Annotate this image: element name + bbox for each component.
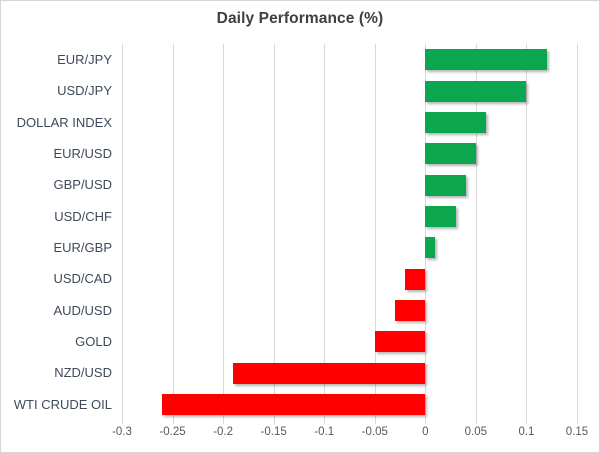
category-label: GBP/USD [53,177,112,193]
gridline [577,44,578,420]
tick-mark [475,420,477,424]
bar-gbp-usd [425,174,466,196]
plot-area [122,44,578,424]
x-tick-label: -0.1 [314,426,335,438]
tick-mark [172,420,174,424]
bar-eur-gbp [425,237,436,259]
tick-mark [223,420,225,424]
x-tick-label: -0.2 [213,426,234,438]
gridline [324,44,326,420]
category-label: AUD/USD [53,302,112,318]
gridline [526,44,528,420]
category-label: USD/JPY [57,83,112,99]
bar-usd-cad [405,268,426,290]
category-label: NZD/USD [54,365,112,381]
tick-mark [122,420,123,424]
x-tick-label: 0.05 [464,426,488,438]
x-tick-label: 0 [422,426,429,438]
gridline [374,44,376,420]
tick-mark [324,420,326,424]
x-tick-label: -0.3 [112,426,132,438]
gridline [425,44,427,420]
bar-wti-crude-oil [162,393,426,415]
category-label: EUR/USD [53,146,112,162]
bar-nzd-usd [233,362,426,384]
gridline [172,44,174,420]
category-label: WTI CRUDE OIL [13,396,112,412]
category-axis: EUR/JPY USD/JPY DOLLAR INDEX EUR/USD GBP/USD… [1,44,122,420]
category-label: USD/CAD [53,271,112,287]
gridline [122,44,123,420]
bar-aud-usd [395,299,426,321]
bar-usd-chf [425,205,456,227]
tick-mark [273,420,275,424]
x-tick-label: 0.1 [518,426,535,438]
x-tick-label: -0.25 [159,426,186,438]
x-tick-label: -0.05 [361,426,388,438]
x-tick-label: -0.15 [260,426,287,438]
gridline [273,44,275,420]
category-label: DOLLAR INDEX [16,114,112,130]
tick-mark [425,420,427,424]
gridline [475,44,477,420]
category-label: EUR/GBP [53,240,112,256]
bar-eur-jpy [425,49,547,71]
category-label: GOLD [75,334,112,350]
category-label: EUR/JPY [57,52,112,68]
tick-mark [526,420,528,424]
category-label: USD/CHF [54,208,112,224]
value-axis: -0.3 -0.25 -0.2 -0.15 -0.1 -0.05 0 0.05 0.1 0.15 [112,426,588,446]
x-tick-label: 0.15 [565,426,589,438]
bar-dollar-index [425,111,486,133]
tick-mark [577,420,578,424]
bar-usd-jpy [425,80,527,102]
tick-mark [374,420,376,424]
bar-gold [374,331,426,353]
gridline [223,44,225,420]
chart-title: Daily Performance (%) [216,10,384,27]
bar-eur-usd [425,143,476,165]
